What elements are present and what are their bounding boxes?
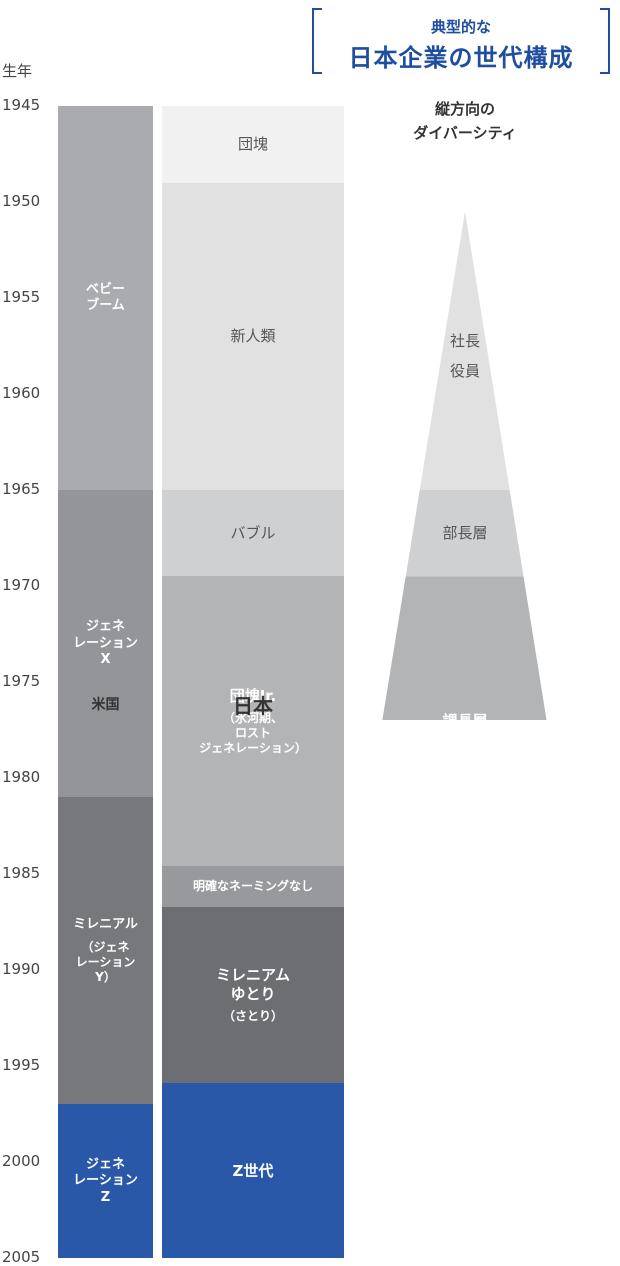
segment-sublabel: レーション [75,954,136,969]
segment: ミレニアル （ジェネ レーション Y） [58,797,153,1105]
segment-sublabel: （ジェネ [81,939,130,954]
pyramid-band [404,490,526,577]
us-column-label: 米国 [91,697,120,713]
segment-label: ジェネ [85,1157,125,1173]
year-label: 1965 [2,480,41,498]
segment-label: Z [100,1189,111,1205]
year-label: 2000 [2,1152,41,1170]
segment-sublabel: ジェネレーション） [199,741,307,756]
year-label: 1945 [2,96,41,114]
pyramid-band-label: 新入社員 [365,1083,565,1156]
segment: バブル [162,490,344,577]
pyramid-band-label: 課長層 [365,576,565,866]
segment-label: 明確なネーミングなし [192,879,313,894]
japan-column-label: 日本 [233,694,273,718]
axis-label: 生年 [2,62,33,80]
segment-label: レーション [73,635,138,651]
year-label: 1975 [2,672,41,690]
segment-label: Z世代 [232,1161,274,1180]
segment-label: ミレニアム [216,965,290,984]
pyramid-label-line: 新入社員 [419,1107,511,1132]
title-line2: 日本企業の世代構成 [348,44,574,72]
segment-sublabel: （さとり） [222,1009,283,1024]
year-label: 1955 [2,288,41,306]
year-label: 1990 [2,960,41,978]
year-label: 1995 [2,1056,41,1074]
year-label: 2005 [2,1248,41,1266]
year-label: 1985 [2,864,41,882]
pyramid-band-label: 部長層 [365,490,565,576]
pyramid-label-line: 課長層 [442,711,488,730]
title-line1: 典型的な [430,18,491,36]
segment: 団塊 [162,106,344,184]
segment-label: ジェネ [85,619,125,635]
title-bracket [312,8,610,74]
pyramid-caption-line1: 縦方向の [434,100,495,118]
title-box: 典型的な 日本企業の世代構成 [312,8,610,74]
segment: 新人類 [162,182,344,491]
pyramid-diagram [379,201,550,720]
segment: ベビー ブーム [58,106,153,491]
pyramid-band-label: 社長 役員 [365,222,565,490]
segment-label: ゆとり [230,984,276,1003]
year-label: 1980 [2,768,41,786]
year-label: 1950 [2,192,41,210]
segment-label: X [100,651,111,667]
pyramid-label-line: 役員 [449,362,480,380]
segment: Z世代 [162,1083,344,1259]
pyramid-label-line: 部長層 [442,523,488,542]
segment: ジェネ レーション Z [58,1104,153,1259]
segment-sublabel: Y） [95,969,116,984]
year-label: 1960 [2,384,41,402]
pyramid-band-label: 若手リーダー層 [365,866,565,906]
pyramid-band [380,576,549,720]
pyramid-caption-line2: ダイバーシティ [413,124,517,142]
pyramid-outline [379,201,550,720]
segment-label: レーション [73,1173,138,1189]
segment-label: ミレニアル [73,917,138,933]
pyramid-label-line: 若手リーダー層 [412,877,518,896]
segment-label: ベビー [85,282,125,297]
segment-label: バブル [230,524,276,543]
segment: 明確なネーミングなし [162,866,344,908]
segment-label: 団塊Jr. [229,686,277,705]
segment-label: ブーム [86,298,125,314]
segment-label: 新人類 [230,327,276,346]
segment-label: 団塊 [237,135,268,154]
segment-sublabel: ロスト [234,726,271,741]
pyramid-band [418,202,512,490]
segment: ミレニアム ゆとり （さとり） [162,906,344,1084]
pyramid-label-line: 社長 [449,332,480,350]
year-label: 1970 [2,576,41,594]
